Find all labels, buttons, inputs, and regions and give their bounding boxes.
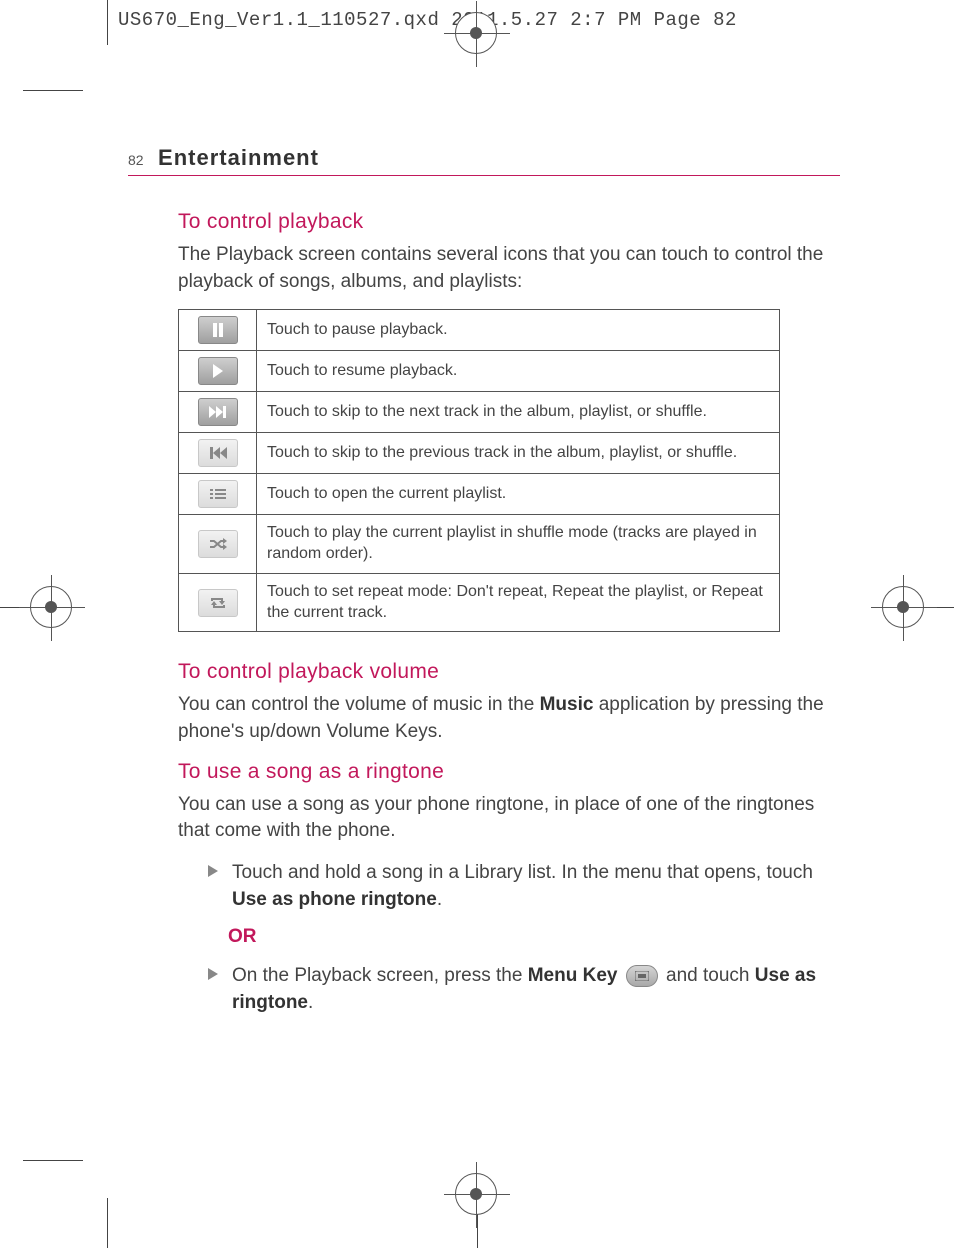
icon-cell (179, 515, 257, 574)
text-fragment: On the Playback screen, press the (232, 965, 528, 986)
pause-icon (198, 316, 238, 344)
icon-desc: Touch to resume playback. (257, 351, 780, 392)
icon-desc: Touch to skip to the next track in the a… (257, 392, 780, 433)
play-icon (198, 357, 238, 385)
icon-cell (179, 474, 257, 515)
icon-desc: Touch to set repeat mode: Don't repeat, … (257, 573, 780, 632)
print-meta-line: US670_Eng_Ver1.1_110527.qxd 2011.5.27 2:… (118, 9, 737, 31)
bold-phrase: Use as phone ringtone (232, 889, 437, 910)
page-number: 82 (128, 152, 144, 168)
table-row: Touch to resume playback. (179, 351, 780, 392)
registration-target-icon (30, 586, 72, 628)
icon-desc: Touch to skip to the previous track in t… (257, 433, 780, 474)
page-content: 82 Entertainment To control playback The… (128, 145, 848, 1029)
registration-target-icon (882, 586, 924, 628)
registration-target-icon (455, 1173, 497, 1215)
crop-mark (23, 1160, 83, 1161)
table-row: Touch to open the current playlist. (179, 474, 780, 515)
text-fragment: You can control the volume of music in t… (178, 694, 540, 715)
icon-cell (179, 351, 257, 392)
next-track-icon (198, 398, 238, 426)
bold-phrase: Menu Key (528, 965, 618, 986)
page-header: 82 Entertainment (128, 145, 848, 176)
icon-cell (179, 310, 257, 351)
table-row: Touch to skip to the next track in the a… (179, 392, 780, 433)
icon-desc: Touch to play the current playlist in sh… (257, 515, 780, 574)
icon-desc: Touch to pause playback. (257, 310, 780, 351)
title-rule (128, 175, 840, 176)
registration-target-icon (455, 12, 497, 54)
text-fragment: . (308, 992, 313, 1013)
prev-track-icon (198, 439, 238, 467)
table-row: Touch to pause playback. (179, 310, 780, 351)
list-item: On the Playback screen, press the Menu K… (228, 962, 848, 1017)
menu-key-icon (626, 965, 658, 987)
icon-cell (179, 433, 257, 474)
icon-desc: Touch to open the current playlist. (257, 474, 780, 515)
volume-text: You can control the volume of music in t… (178, 692, 848, 745)
crop-mark (23, 90, 83, 91)
icon-cell (179, 573, 257, 632)
bullet-triangle-icon (208, 968, 218, 980)
ringtone-steps: Touch and hold a song in a Library list.… (178, 859, 848, 1017)
heading-control-volume: To control playback volume (178, 660, 848, 684)
icon-cell (179, 392, 257, 433)
repeat-icon (198, 589, 238, 617)
table-row: Touch to skip to the previous track in t… (179, 433, 780, 474)
playlist-icon (198, 480, 238, 508)
list-item: Touch and hold a song in a Library list.… (228, 859, 848, 914)
ringtone-intro: You can use a song as your phone rington… (178, 792, 848, 845)
section-title: Entertainment (158, 145, 319, 171)
bullet-triangle-icon (208, 865, 218, 877)
text-fragment: and touch (666, 965, 755, 986)
text-fragment: Touch and hold a song in a Library list.… (232, 862, 813, 883)
heading-ringtone: To use a song as a ringtone (178, 760, 848, 784)
table-row: Touch to play the current playlist in sh… (179, 515, 780, 574)
or-label: OR (228, 926, 848, 948)
bold-word: Music (540, 694, 594, 715)
text-fragment: . (437, 889, 442, 910)
crop-mark (107, 0, 108, 45)
heading-control-playback: To control playback (178, 210, 848, 234)
playback-controls-table: Touch to pause playback. Touch to resume… (178, 309, 780, 632)
crop-mark (107, 1198, 108, 1248)
playback-intro: The Playback screen contains several ico… (178, 242, 848, 295)
shuffle-icon (198, 530, 238, 558)
table-row: Touch to set repeat mode: Don't repeat, … (179, 573, 780, 632)
